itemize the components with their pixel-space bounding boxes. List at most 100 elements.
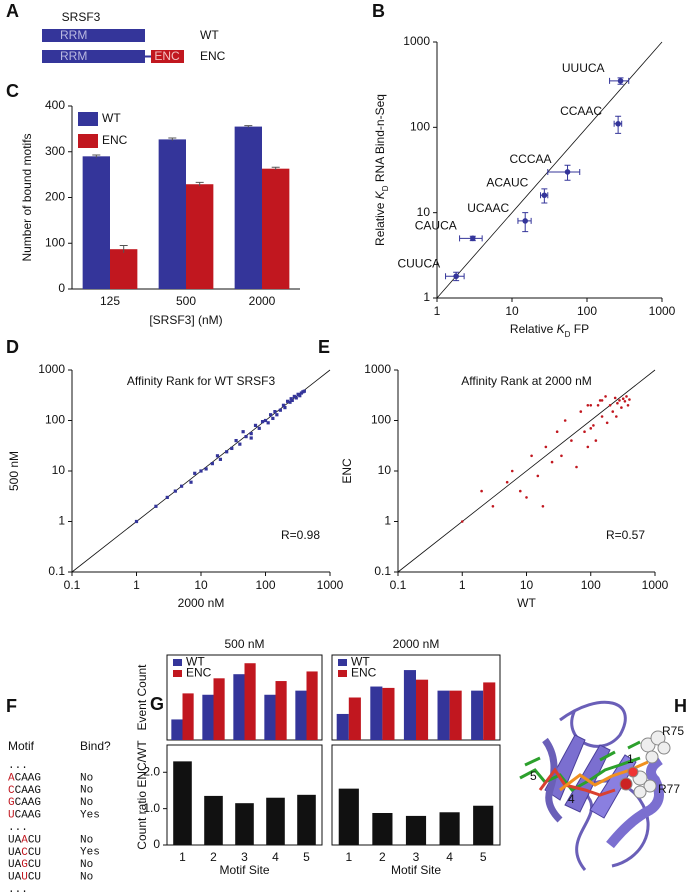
point — [586, 403, 590, 407]
y-tick-label: 0.1 — [374, 564, 391, 578]
point — [555, 430, 559, 434]
x-tick-label: 2 — [379, 850, 386, 864]
motif-part: CU — [28, 834, 41, 846]
domain-label: RRM — [60, 28, 87, 42]
point — [618, 399, 621, 402]
chart-title: 2000 nM — [393, 637, 440, 651]
bar — [382, 687, 395, 740]
x-tick-label: 10 — [520, 578, 534, 592]
y-tick-label: 1000 — [38, 362, 65, 376]
bar — [483, 682, 496, 740]
y-tick-label: 1000 — [403, 34, 430, 48]
point — [298, 394, 302, 398]
bind-result: Yes — [80, 847, 100, 859]
point — [249, 436, 253, 440]
residue-label: R77 — [658, 782, 680, 796]
bar — [275, 681, 287, 740]
point — [469, 235, 476, 242]
arginine-spheres — [619, 730, 671, 799]
bind-result: No — [80, 772, 93, 784]
motif-part: G — [8, 797, 15, 809]
point — [290, 398, 294, 403]
loop — [559, 700, 627, 748]
x-tick-label: 10 — [194, 578, 208, 592]
point — [522, 218, 529, 224]
label-part: Relative — [373, 199, 387, 246]
protein-structure: R75 R77 5 4 1 — [519, 700, 684, 871]
legend-label: ENC — [351, 666, 377, 680]
bar — [213, 678, 225, 740]
bar — [437, 690, 450, 740]
x-tick-label: 500 — [176, 294, 196, 308]
y-tick-label: 300 — [45, 144, 65, 158]
error-bar — [92, 154, 101, 158]
error-bar — [195, 181, 204, 187]
chart-title: 500 nM — [224, 637, 264, 651]
ellipsis: ... — [8, 760, 28, 772]
table-header: Bind? — [80, 739, 111, 753]
point — [294, 396, 298, 400]
x-tick-label: 2000 — [249, 294, 276, 308]
x-tick-label: 1 — [179, 850, 186, 864]
bar — [264, 694, 276, 740]
motif: UAUCU — [8, 872, 41, 884]
x-axis-label: Motif Site — [391, 863, 441, 877]
point — [249, 432, 253, 436]
point-label: UUUCA — [562, 61, 605, 75]
site-label: 5 — [530, 769, 537, 783]
bar — [297, 794, 316, 845]
point — [199, 469, 203, 473]
point — [283, 406, 287, 410]
point — [536, 474, 540, 478]
bar — [471, 690, 484, 740]
bar — [449, 690, 462, 740]
legend-swatch — [338, 659, 347, 666]
point — [289, 397, 293, 401]
domain-diagram: SRSF3 RRM WT RRM ENC ENC — [42, 10, 226, 63]
x-tick-label: 1000 — [649, 304, 676, 318]
y-tick-label: 10 — [52, 463, 66, 477]
bar — [244, 663, 256, 740]
motif: UCAAG — [8, 810, 41, 822]
point — [604, 395, 607, 398]
x-tick-label: 1000 — [642, 578, 669, 592]
panel-label: F — [6, 696, 17, 716]
bar — [295, 690, 307, 740]
bar — [416, 679, 429, 740]
point — [275, 413, 279, 417]
point — [596, 403, 600, 407]
y-tick-label: 1 — [384, 514, 391, 528]
y-tick-label: 1.0 — [143, 801, 160, 815]
bar — [186, 184, 214, 289]
y-tick-label: 200 — [45, 190, 65, 204]
point — [296, 392, 300, 396]
point — [173, 489, 177, 493]
point — [589, 403, 593, 407]
table-header: Motif — [8, 739, 35, 753]
panel-label: A — [6, 1, 19, 21]
motif-part: C — [21, 847, 28, 859]
point — [292, 394, 296, 399]
y-tick-label: 2.0 — [143, 764, 160, 778]
point — [281, 403, 286, 407]
point-label: CCAAC — [560, 104, 602, 118]
point — [253, 423, 258, 427]
point — [218, 457, 223, 461]
bar — [372, 813, 393, 845]
legend-label: WT — [102, 111, 121, 125]
point — [613, 396, 617, 400]
site-label: 4 — [568, 792, 575, 806]
point — [608, 403, 612, 407]
site-label: 1 — [627, 752, 634, 766]
bind-result: Yes — [80, 810, 100, 822]
motif-part: G — [21, 859, 28, 871]
legend-label: ENC — [186, 666, 212, 680]
error-bar — [168, 137, 177, 141]
x-tick-label: 3 — [413, 850, 420, 864]
point — [241, 430, 245, 434]
bar — [266, 797, 285, 845]
label-part: Relative — [510, 322, 557, 336]
y-tick-label: 0.1 — [48, 564, 65, 578]
label-part: D — [381, 185, 390, 191]
